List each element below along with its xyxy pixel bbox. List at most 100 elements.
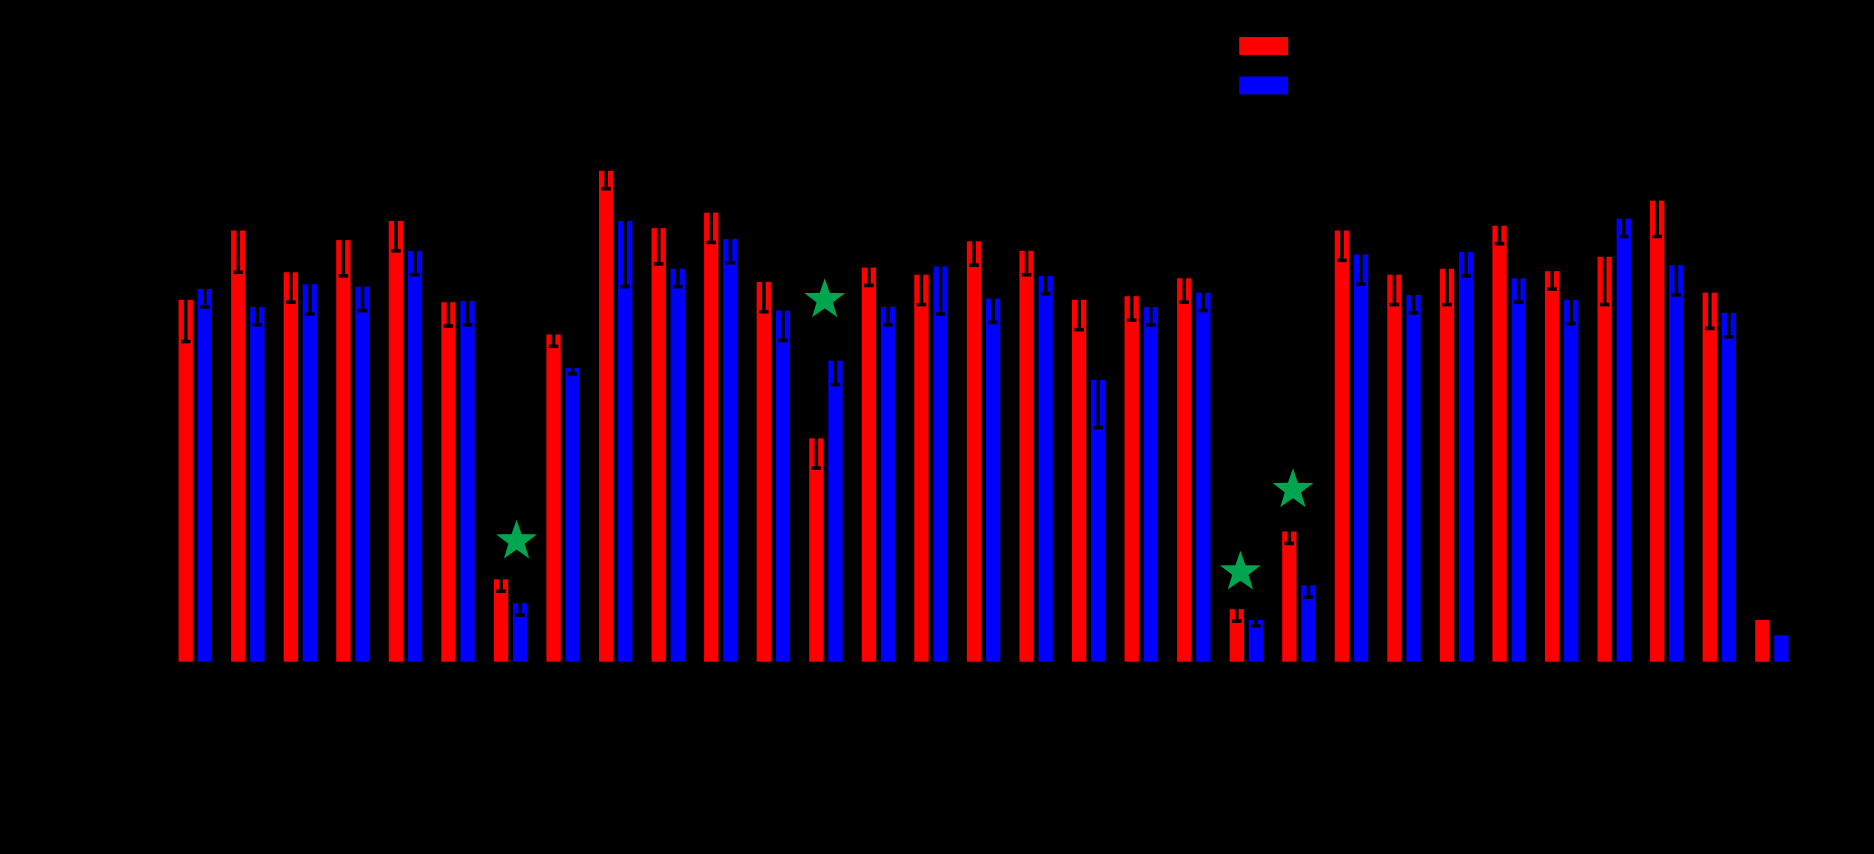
bar (407, 250, 423, 662)
bar (1282, 531, 1297, 662)
error-bar (357, 260, 368, 313)
error-bar (830, 335, 841, 387)
star (496, 519, 537, 559)
error-bar (1284, 517, 1295, 546)
bar (1597, 256, 1612, 662)
error-bar (673, 249, 683, 289)
error-bar (252, 287, 263, 327)
error-bar (515, 589, 525, 617)
error-bar (1074, 268, 1084, 332)
error-bar (1179, 252, 1190, 304)
error-bar (443, 276, 454, 328)
error-bar (1547, 251, 1557, 291)
bar (512, 603, 528, 662)
error-bar (1705, 255, 1715, 331)
bar (1019, 250, 1034, 662)
error-bar (1389, 243, 1400, 307)
bar (1334, 230, 1350, 662)
bar (283, 272, 298, 662)
bar (914, 274, 929, 662)
bar (598, 170, 614, 662)
bar (1071, 299, 1087, 662)
bar (1143, 306, 1158, 662)
bar (861, 267, 877, 662)
error-bar (620, 153, 631, 289)
bar (1650, 200, 1665, 662)
error-bar (601, 151, 611, 191)
bar (880, 306, 896, 662)
legend-swatch (1239, 37, 1289, 55)
error-bar (725, 213, 736, 265)
error-bar (1442, 231, 1452, 307)
bar (775, 310, 791, 662)
error-bar (883, 287, 893, 327)
error-bar (567, 360, 578, 376)
bar (1124, 296, 1139, 662)
error-bar (462, 275, 473, 327)
bar (1091, 379, 1106, 662)
error-bar (1303, 571, 1314, 599)
bar (933, 266, 948, 662)
error-bar (305, 252, 315, 316)
error-bar (916, 243, 927, 307)
bar (1301, 585, 1316, 662)
bar (985, 298, 1001, 662)
bar (302, 284, 318, 662)
error-bar (548, 320, 559, 349)
error-bar (706, 180, 717, 245)
bar (231, 230, 246, 662)
bar (1177, 278, 1192, 662)
error-bar (988, 272, 998, 325)
bar (546, 334, 561, 662)
bar (250, 306, 265, 662)
bar (651, 228, 666, 662)
error-bar (1232, 595, 1242, 623)
bar (1196, 292, 1211, 662)
bar (178, 299, 193, 662)
error-bar (653, 190, 664, 266)
error-bar (391, 189, 401, 253)
error-bar (200, 269, 210, 309)
error-bar (778, 278, 788, 343)
bar (1387, 274, 1402, 662)
bar (355, 286, 370, 662)
star (1272, 468, 1314, 508)
bar (828, 360, 843, 662)
bar (197, 289, 212, 662)
error-bar (496, 565, 506, 594)
star (1219, 550, 1261, 590)
error-bar (1093, 330, 1104, 430)
bar (565, 367, 580, 662)
error-bar (864, 247, 874, 288)
error-bar (969, 215, 979, 267)
error-bar (233, 186, 244, 275)
bar (1406, 295, 1421, 662)
error-bar (1671, 233, 1682, 297)
error-bar (1461, 226, 1471, 278)
error-bar (1021, 225, 1032, 277)
bar (1511, 278, 1526, 662)
legend-swatch (1239, 76, 1289, 95)
error-bar (1619, 198, 1629, 239)
bar (670, 268, 685, 662)
error-bar (1724, 287, 1734, 339)
bar (1038, 275, 1053, 662)
bar (704, 212, 719, 662)
bar (441, 302, 456, 662)
error-bar (1126, 270, 1137, 322)
bar (1248, 619, 1264, 662)
error-bar (180, 256, 191, 344)
bar (1458, 252, 1474, 662)
error-bar (935, 216, 946, 316)
error-bar (338, 202, 349, 278)
bar (966, 241, 982, 662)
star (804, 278, 846, 318)
error-bar (1251, 612, 1261, 628)
bar (388, 220, 404, 662)
bar (618, 220, 633, 662)
error-bar (1566, 274, 1577, 326)
error-bar (1599, 207, 1610, 307)
bar (1669, 265, 1684, 662)
